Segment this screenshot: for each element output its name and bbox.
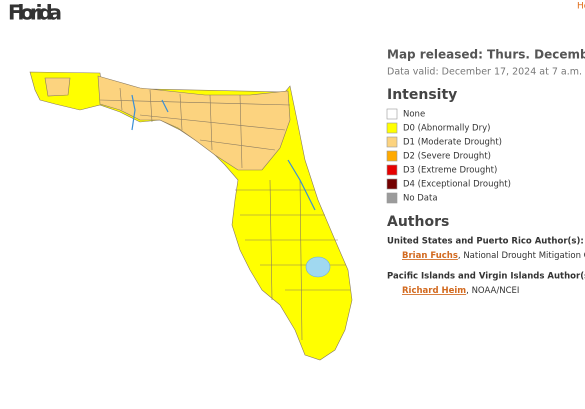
legend-swatch	[386, 192, 398, 204]
author-link[interactable]: Brian Fuchs	[402, 251, 458, 261]
legend-swatch	[386, 122, 398, 134]
authors: United States and Puerto Rico Author(s):…	[387, 237, 585, 296]
author-group-heading: Pacific Islands and Virgin Islands Autho…	[387, 272, 585, 282]
legend-swatch	[386, 150, 398, 162]
author-affiliation: , NOAA/NCEI	[466, 286, 519, 296]
author-link[interactable]: Richard Heim	[402, 286, 466, 296]
author-affiliation: , National Drought Mitigation Center	[458, 251, 585, 261]
legend-swatch	[386, 108, 398, 120]
legend-label: None	[403, 110, 425, 120]
legend: None D0 (Abnormally Dry) D1 (Moderate Drou…	[386, 108, 511, 204]
home-link[interactable]: Ho	[577, 2, 585, 12]
legend-label: No Data	[403, 194, 438, 204]
legend-swatch	[386, 178, 398, 190]
page-title: Florida	[8, 1, 62, 25]
legend-title: Intensity	[387, 87, 457, 103]
river	[131, 94, 316, 211]
region-d1	[97, 75, 291, 171]
author-line: Brian Fuchs, National Drought Mitigation…	[402, 251, 585, 261]
region-d1	[44, 77, 71, 97]
lake-okeechobee	[305, 256, 331, 278]
florida-map	[29, 71, 353, 361]
legend-swatch	[386, 136, 398, 148]
map-released: Map released: Thurs. December 19, 2024	[387, 48, 585, 62]
legend-label: D1 (Moderate Drought)	[403, 138, 502, 148]
author-group-heading: United States and Puerto Rico Author(s):	[387, 237, 584, 247]
authors-title: Authors	[387, 214, 449, 230]
county-lines	[99, 87, 350, 341]
data-valid: Data valid: December 17, 2024 at 7 a.m. …	[387, 67, 585, 78]
legend-label: D2 (Severe Drought)	[403, 152, 491, 162]
legend-label: D4 (Exceptional Drought)	[403, 180, 511, 190]
legend-swatch	[386, 164, 398, 176]
legend-label: D3 (Extreme Drought)	[403, 166, 497, 176]
author-line: Richard Heim, NOAA/NCEI	[402, 286, 519, 296]
legend-label: D0 (Abnormally Dry)	[403, 124, 490, 134]
